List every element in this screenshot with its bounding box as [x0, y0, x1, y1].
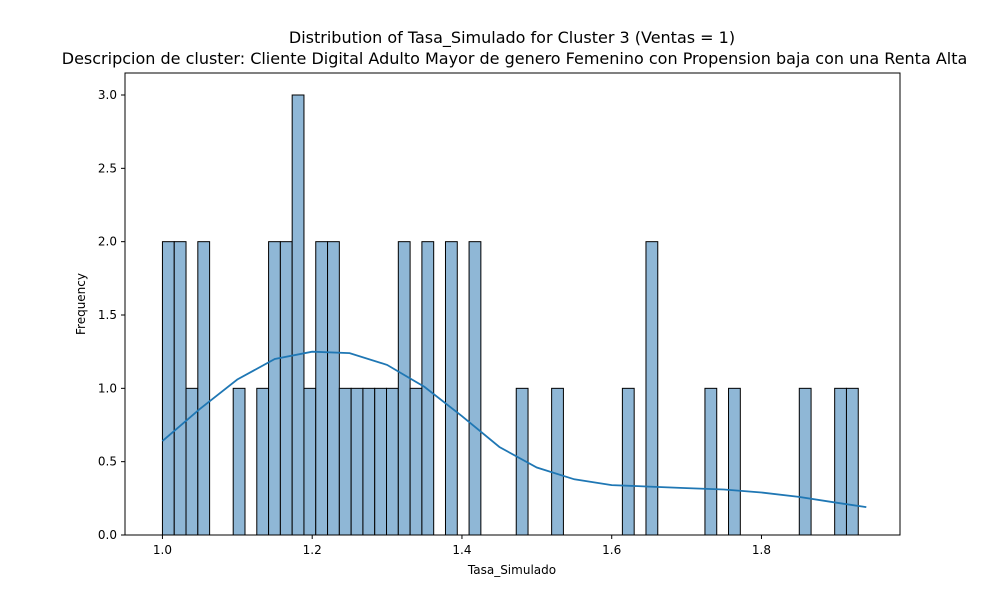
histogram-bar: [362, 387, 376, 536]
chart-subtitle: Descripcion de cluster: Cliente Digital …: [57, 49, 968, 68]
kde-line: [161, 350, 867, 508]
histogram-bar: [704, 387, 718, 536]
y-axis-label: Frequency: [74, 273, 88, 335]
histogram-bar: [397, 241, 411, 536]
y-tick-label: 2.0: [98, 235, 117, 249]
histogram-bar: [845, 387, 859, 536]
histogram-bar: [728, 387, 741, 536]
x-axis-label: Tasa_Simulado: [467, 563, 556, 577]
y-tick-label: 0.0: [98, 528, 117, 542]
histogram-bar: [173, 241, 187, 536]
histogram-bar: [386, 387, 399, 536]
histogram-bar: [161, 241, 175, 536]
histogram-bar: [444, 241, 458, 536]
histogram-bar: [645, 241, 659, 536]
histogram-bar: [798, 387, 812, 536]
histogram-bar: [327, 241, 340, 536]
x-tick-label: 1.6: [602, 543, 621, 557]
x-tick-label: 1.8: [752, 543, 771, 557]
histogram-bar: [279, 241, 293, 536]
x-tick-label: 1.4: [452, 543, 471, 557]
x-axis-ticks: 1.0 1.2 1.4 1.6 1.8: [153, 535, 771, 557]
y-tick-label: 3.0: [98, 88, 117, 102]
histogram-bar: [621, 387, 635, 536]
histogram-bar: [268, 241, 281, 536]
histogram-bar: [409, 387, 423, 536]
x-tick-label: 1.0: [153, 543, 172, 557]
histogram-bar: [374, 387, 388, 536]
histogram-bar: [350, 387, 364, 536]
histogram-bar: [291, 94, 305, 536]
histogram-bar: [256, 387, 270, 536]
histogram-bar: [185, 387, 199, 536]
histogram-bar: [197, 241, 211, 536]
y-tick-label: 2.5: [98, 161, 117, 175]
y-tick-label: 0.5: [98, 455, 117, 469]
plot-frame: [124, 72, 901, 536]
histogram-bar: [303, 387, 317, 536]
histogram-bar: [468, 241, 482, 536]
histogram-bar: [232, 387, 246, 536]
histogram-bar: [315, 241, 329, 536]
histogram-bar: [834, 387, 847, 536]
bars-group: [161, 94, 859, 536]
histogram-bar: [551, 387, 564, 536]
x-tick-label: 1.2: [303, 543, 322, 557]
y-tick-label: 1.5: [98, 308, 117, 322]
histogram-bar: [338, 387, 352, 536]
chart-title: Distribution of Tasa_Simulado for Cluste…: [289, 28, 735, 48]
y-axis-ticks: 0.0 0.5 1.0 1.5 2.0 2.5 3.0: [98, 88, 125, 542]
y-tick-label: 1.0: [98, 381, 117, 395]
